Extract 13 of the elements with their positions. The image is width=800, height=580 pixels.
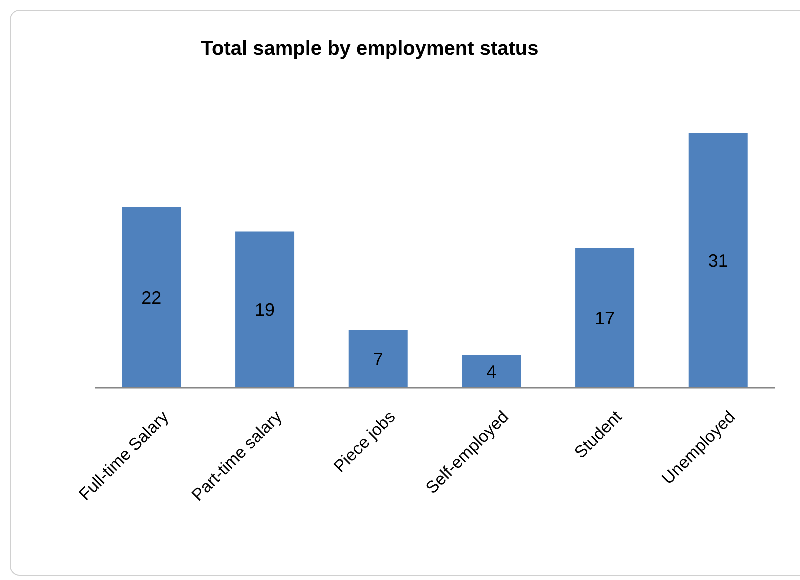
- data-label: 22: [142, 288, 162, 308]
- bar: [236, 232, 295, 388]
- bar: [122, 207, 182, 388]
- bar: [688, 133, 748, 388]
- bar: [348, 330, 408, 388]
- bar: [462, 355, 522, 388]
- chart-title: Total sample by employment status: [200, 38, 540, 61]
- data-label: 31: [708, 250, 728, 271]
- data-label: 19: [255, 300, 276, 320]
- data-label: 4: [486, 362, 497, 382]
- data-label: 7: [373, 350, 384, 370]
- data-label: 17: [595, 308, 616, 328]
- bar: [576, 248, 635, 388]
